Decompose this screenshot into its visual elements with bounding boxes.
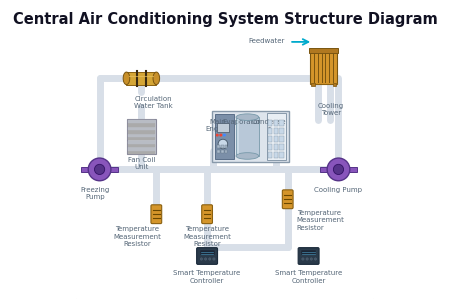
FancyBboxPatch shape <box>320 167 328 172</box>
Circle shape <box>213 258 215 260</box>
FancyBboxPatch shape <box>310 49 337 84</box>
FancyBboxPatch shape <box>202 205 212 224</box>
Text: Temperature
Measurement
Resistor: Temperature Measurement Resistor <box>113 226 161 247</box>
Text: Circulation
Water Tank: Circulation Water Tank <box>134 96 173 109</box>
Circle shape <box>94 164 105 175</box>
FancyBboxPatch shape <box>311 83 315 86</box>
Circle shape <box>223 134 226 136</box>
Text: Condense
r: Condense r <box>252 118 287 132</box>
FancyBboxPatch shape <box>217 145 220 148</box>
FancyBboxPatch shape <box>274 120 278 126</box>
Circle shape <box>209 258 211 260</box>
FancyBboxPatch shape <box>267 113 286 160</box>
Text: Temperature
Measurement
Resistor: Temperature Measurement Resistor <box>183 226 231 247</box>
Text: Smart Temperature
Controller: Smart Temperature Controller <box>275 270 342 284</box>
FancyBboxPatch shape <box>81 167 90 172</box>
FancyBboxPatch shape <box>282 190 293 209</box>
Text: Smart Temperature
Controller: Smart Temperature Controller <box>173 270 241 284</box>
Circle shape <box>200 258 202 260</box>
Circle shape <box>218 139 228 149</box>
Ellipse shape <box>153 72 160 85</box>
Circle shape <box>306 258 308 260</box>
FancyBboxPatch shape <box>216 123 229 132</box>
FancyBboxPatch shape <box>274 144 278 150</box>
FancyBboxPatch shape <box>309 48 338 53</box>
Circle shape <box>216 134 219 136</box>
FancyBboxPatch shape <box>301 250 316 255</box>
FancyBboxPatch shape <box>221 145 224 148</box>
FancyBboxPatch shape <box>74 0 376 300</box>
Circle shape <box>88 158 111 181</box>
FancyBboxPatch shape <box>268 136 273 142</box>
FancyBboxPatch shape <box>236 117 259 156</box>
FancyBboxPatch shape <box>225 145 227 148</box>
Text: Evaporator: Evaporator <box>222 118 261 124</box>
Text: Feedwater: Feedwater <box>248 38 285 44</box>
Text: Cooling
Tower: Cooling Tower <box>318 103 344 116</box>
Ellipse shape <box>236 153 259 159</box>
FancyBboxPatch shape <box>268 152 273 158</box>
FancyBboxPatch shape <box>279 152 284 158</box>
FancyBboxPatch shape <box>274 152 278 158</box>
Circle shape <box>204 258 207 260</box>
Ellipse shape <box>236 114 259 120</box>
FancyBboxPatch shape <box>197 248 217 264</box>
Circle shape <box>333 164 344 175</box>
FancyBboxPatch shape <box>212 111 289 162</box>
FancyBboxPatch shape <box>268 144 273 150</box>
Text: Main
Engine: Main Engine <box>206 118 230 132</box>
FancyBboxPatch shape <box>127 119 156 154</box>
FancyBboxPatch shape <box>274 128 278 134</box>
FancyBboxPatch shape <box>279 120 284 126</box>
Circle shape <box>314 258 317 260</box>
FancyBboxPatch shape <box>126 72 156 85</box>
Circle shape <box>310 258 312 260</box>
FancyBboxPatch shape <box>225 150 227 153</box>
FancyBboxPatch shape <box>333 83 336 86</box>
FancyBboxPatch shape <box>215 114 234 159</box>
FancyBboxPatch shape <box>279 128 284 134</box>
FancyBboxPatch shape <box>217 150 220 153</box>
Text: Temperature
Measurement
Resistor: Temperature Measurement Resistor <box>297 210 345 231</box>
FancyBboxPatch shape <box>110 167 118 172</box>
Text: Fan Coil
Unit: Fan Coil Unit <box>128 157 155 170</box>
Text: Cooling Pump: Cooling Pump <box>315 187 362 193</box>
FancyBboxPatch shape <box>349 167 357 172</box>
FancyBboxPatch shape <box>221 150 224 153</box>
FancyBboxPatch shape <box>200 250 215 255</box>
FancyBboxPatch shape <box>279 144 284 150</box>
Circle shape <box>327 158 350 181</box>
FancyBboxPatch shape <box>274 136 278 142</box>
FancyBboxPatch shape <box>279 136 284 142</box>
FancyBboxPatch shape <box>268 120 273 126</box>
Circle shape <box>219 134 222 136</box>
Text: Freezing
Pump: Freezing Pump <box>81 187 110 200</box>
FancyBboxPatch shape <box>298 248 319 264</box>
FancyBboxPatch shape <box>151 205 162 224</box>
FancyBboxPatch shape <box>268 128 273 134</box>
Circle shape <box>302 258 304 260</box>
Text: Central Air Conditioning System Structure Diagram: Central Air Conditioning System Structur… <box>13 12 437 27</box>
Ellipse shape <box>123 72 130 85</box>
